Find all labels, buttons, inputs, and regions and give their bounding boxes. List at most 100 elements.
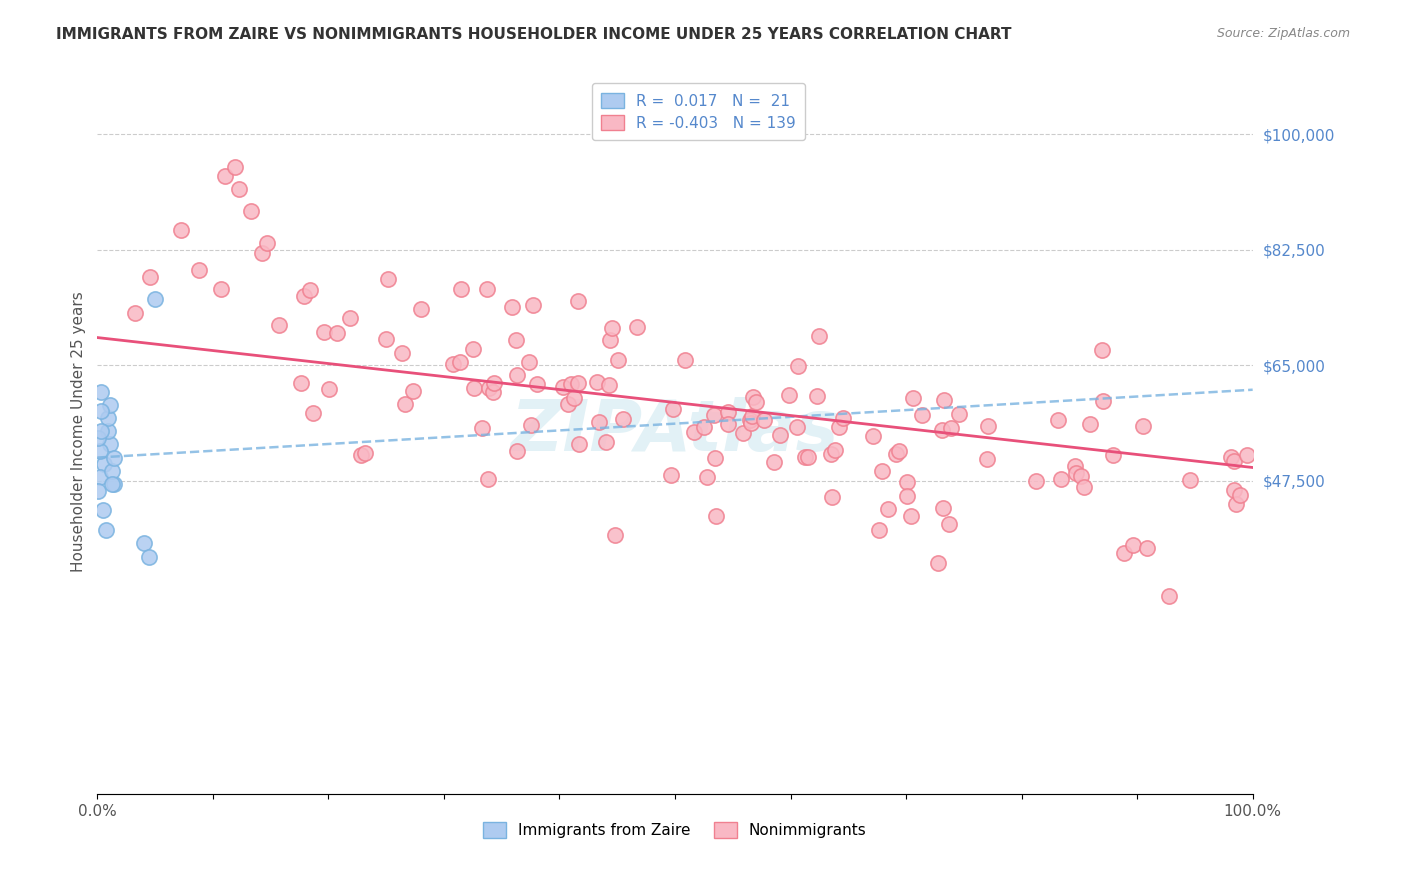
Point (239, 204, 262, 219)
Point (506, 444, 529, 458)
Point (769, 427, 792, 442)
Point (409, 302, 432, 317)
Point (568, 437, 591, 451)
Point (884, 447, 907, 461)
Point (339, 310, 361, 325)
Point (745, 394, 768, 409)
Point (214, 169, 236, 184)
Point (209, 282, 232, 296)
Point (87, 483, 110, 498)
Point (103, 450, 125, 465)
Point (820, 447, 842, 461)
Point (931, 423, 953, 437)
Point (567, 294, 589, 309)
Point (600, 320, 623, 334)
Point (90, 404, 112, 418)
Point (350, 449, 373, 463)
Point (290, 376, 312, 390)
Point (741, 409, 763, 423)
Point (1070, 468, 1092, 483)
Point (124, 306, 146, 320)
Point (1223, 454, 1246, 468)
Point (740, 417, 762, 431)
Point (557, 397, 579, 411)
Point (353, 445, 375, 459)
Point (517, 354, 540, 368)
Point (797, 450, 820, 465)
Point (807, 329, 830, 343)
Point (450, 282, 472, 296)
Point (1102, 448, 1125, 462)
Point (754, 412, 776, 426)
Point (717, 417, 740, 432)
Point (927, 556, 949, 570)
Point (132, 536, 155, 550)
Point (143, 293, 166, 307)
Point (911, 408, 934, 422)
Point (90, 424, 112, 438)
Point (482, 384, 505, 399)
Point (505, 334, 527, 348)
Point (662, 401, 685, 416)
Point (870, 464, 893, 478)
Point (301, 406, 323, 420)
Point (138, 549, 160, 564)
Point (742, 390, 765, 404)
Point (101, 477, 124, 491)
Point (312, 325, 335, 339)
Point (482, 376, 505, 391)
Point (1229, 488, 1251, 502)
Point (703, 450, 725, 465)
Point (603, 528, 626, 542)
Point (824, 442, 846, 457)
Legend: Immigrants from Zaire, Nonimmigrants: Immigrants from Zaire, Nonimmigrants (477, 816, 873, 845)
Point (560, 376, 582, 391)
Point (505, 368, 527, 382)
Point (586, 375, 609, 389)
Point (896, 489, 918, 503)
Text: Source: ZipAtlas.com: Source: ZipAtlas.com (1216, 27, 1350, 40)
Point (520, 417, 543, 432)
Point (786, 419, 808, 434)
Point (1236, 448, 1258, 462)
Point (762, 455, 785, 469)
Point (256, 235, 278, 250)
Point (599, 334, 621, 348)
Point (868, 523, 890, 537)
Point (1225, 496, 1247, 510)
Point (1091, 393, 1114, 408)
Point (976, 452, 998, 467)
Point (1122, 538, 1144, 552)
Point (91, 503, 114, 517)
Point (683, 425, 706, 440)
Y-axis label: Householder Income Under 25 years: Householder Income Under 25 years (72, 291, 86, 572)
Point (778, 387, 800, 401)
Point (325, 326, 347, 340)
Point (98, 398, 121, 412)
Point (526, 377, 548, 392)
Point (693, 420, 716, 434)
Point (441, 357, 464, 371)
Point (673, 352, 696, 367)
Point (1091, 343, 1114, 357)
Point (738, 412, 761, 426)
Point (394, 397, 416, 411)
Point (706, 509, 728, 524)
Point (901, 391, 924, 405)
Point (607, 353, 630, 368)
Point (318, 383, 340, 397)
Point (626, 320, 648, 334)
Point (703, 409, 725, 423)
Point (292, 289, 315, 303)
Point (463, 381, 485, 395)
Point (170, 223, 193, 237)
Point (1047, 412, 1070, 426)
Point (89, 470, 111, 484)
Point (900, 509, 922, 524)
Point (449, 355, 471, 369)
Point (267, 318, 290, 332)
Point (659, 467, 682, 482)
Point (101, 464, 124, 478)
Point (391, 346, 413, 360)
Point (1078, 417, 1101, 431)
